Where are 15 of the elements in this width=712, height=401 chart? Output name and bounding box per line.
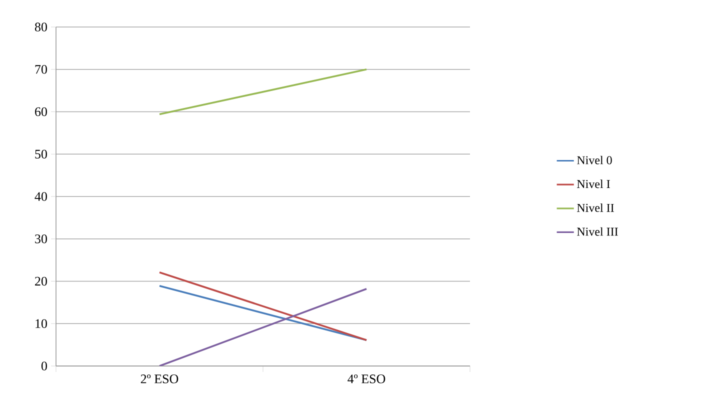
y-tick-label: 10 (36, 319, 47, 328)
y-tick-label: 60 (35, 107, 47, 116)
legend-label: Nivel 0 (577, 156, 612, 164)
y-tick-label: 20 (35, 276, 47, 286)
y-tick-label: 80 (34, 22, 47, 32)
y-tick-label: 30 (35, 234, 47, 244)
y-tick-label: 40 (34, 192, 47, 201)
y-tick-label: 0 (41, 362, 47, 370)
y-tick-label: 70 (35, 64, 47, 74)
legend-label: Nivel II (577, 203, 614, 212)
legend-label: Nivel I (577, 180, 610, 188)
x-tick-label: 4º ESO (348, 374, 386, 384)
y-tick-label: 50 (35, 150, 47, 159)
x-tick-label: 2º ESO (140, 374, 178, 384)
legend-label: Nivel III (577, 227, 618, 236)
